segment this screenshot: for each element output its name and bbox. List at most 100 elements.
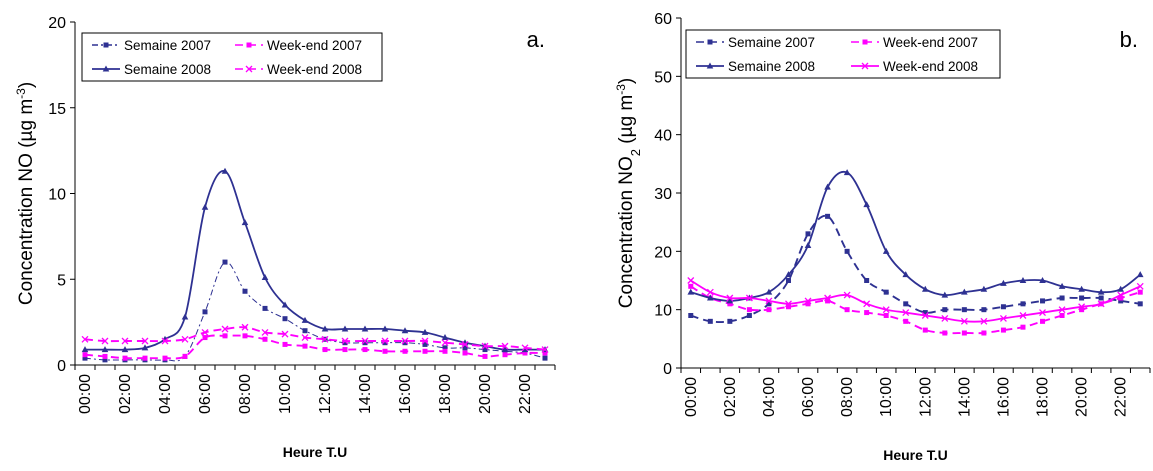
chart-a: 0 5 10 15 20 00:00 02:00 04:00 06:00 08:00 10:00 12… <box>14 15 556 460</box>
chart-b-series-week-end-2007-point-18 <box>1040 318 1046 324</box>
chart-a-series-week-end-2007 <box>82 333 548 361</box>
chart-b-legend-entry-semaine-2008-label: Semaine 2008 <box>728 59 815 74</box>
chart-a-series-week-end-2007-point-19 <box>462 350 468 356</box>
chart-b-series-semaine-2008-point-19 <box>1058 282 1066 289</box>
chart-b-series-week-end-2007-point-16 <box>1000 327 1006 333</box>
chart-b-series-week-end-2008-point-5 <box>785 300 792 308</box>
chart-a-series-week-end-2008-point-6 <box>201 328 209 336</box>
chart-a-series-week-end-2008-point-10 <box>281 330 289 338</box>
chart-a-y-tick-label: 20 <box>48 15 66 32</box>
chart-a-series-semaine-2007-point-15 <box>382 340 388 346</box>
chart-a-legend-entry-week-end-2007: Week-end 2007 <box>235 38 362 53</box>
chart-a-legend-entry-week-end-2007-point-0 <box>246 42 252 48</box>
chart-a-y-axis-title: Concentration NO (µg m-3) <box>14 82 37 305</box>
chart-a-legend-entry-semaine-2007-point-0 <box>103 42 109 48</box>
chart-b-series-semaine-2007-point-17 <box>1020 301 1026 307</box>
chart-b-series-semaine-2008-point-14 <box>961 288 968 295</box>
chart-b-series-week-end-2007-point-3 <box>746 307 752 313</box>
chart-b-series-semaine-2007-point-3 <box>746 313 752 318</box>
chart-a-x-tick-label: 18:00 <box>437 374 454 414</box>
chart-b-legend-entry-semaine-2007-label: Semaine 2007 <box>728 35 815 50</box>
chart-a-series-week-end-2007-point-15 <box>382 348 388 354</box>
chart-b-series-semaine-2007-point-12 <box>922 310 928 316</box>
chart-a-series-semaine-2007-point-19 <box>462 345 468 351</box>
chart-b-series-week-end-2008-point-21 <box>1097 300 1105 308</box>
chart-b-series-semaine-2007-point-2 <box>727 318 733 324</box>
chart-a-series-week-end-2007-point-10 <box>282 341 288 347</box>
chart-a-series-semaine-2008-point-12 <box>321 325 329 332</box>
chart-a-series-semaine-2008-point-2 <box>121 346 129 353</box>
chart-a-series-week-end-2008-point-17 <box>421 337 429 345</box>
chart-a-series-week-end-2008-point-20 <box>481 342 489 350</box>
chart-b-x-tick-label: 10:00 <box>878 377 895 417</box>
chart-b-series-semaine-2008 <box>687 169 1144 304</box>
chart-b-series-week-end-2008-point-17 <box>1019 312 1027 319</box>
chart-a-series-week-end-2008-point-8 <box>241 323 249 331</box>
chart-b-series-week-end-2008-point-7 <box>824 294 832 302</box>
chart-b-series-week-end-2008-point-14 <box>960 317 968 325</box>
chart-a-series-semaine-2007-point-14 <box>362 340 368 346</box>
chart-a-series-week-end-2007-point-0 <box>82 352 88 358</box>
chart-a-series-week-end-2007-point-23 <box>542 350 548 356</box>
chart-b-series-week-end-2008-point-10 <box>882 306 890 314</box>
chart-a-series-week-end-2007-point-12 <box>322 347 328 353</box>
chart-a-x-tick-label: 12:00 <box>317 374 334 414</box>
chart-a-series-semaine-2008 <box>81 167 549 353</box>
chart-b-legend-entry-week-end-2008-label: Week-end 2008 <box>883 59 978 74</box>
chart-b-series-semaine-2007-point-22 <box>1118 298 1124 304</box>
chart-a-series-semaine-2007-point-6 <box>202 309 208 315</box>
chart-b-legend-entry-week-end-2008-point-0 <box>861 62 869 70</box>
chart-b-series-week-end-2008-point-6 <box>804 297 812 305</box>
chart-b-series-semaine-2007-point-6 <box>805 231 811 237</box>
chart-a-series-week-end-2007-point-16 <box>402 348 408 354</box>
chart-a-x-tick-label: 20:00 <box>477 374 494 414</box>
chart-a-series-semaine-2008-point-6 <box>201 203 209 210</box>
chart-b-series-semaine-2007-point-20 <box>1079 295 1085 301</box>
chart-b-series-semaine-2008-point-18 <box>1039 277 1046 283</box>
chart-b-series-semaine-2007-point-9 <box>864 278 870 283</box>
chart-a-series-semaine-2007-point-18 <box>442 345 448 351</box>
chart-b-x-tick-label: 02:00 <box>722 377 739 417</box>
chart-b-series-semaine-2008-point-4 <box>765 288 773 295</box>
chart-b-y-tick-label: 20 <box>654 244 672 261</box>
chart-b-series-week-end-2008-point-12 <box>921 312 929 319</box>
chart-b-series-semaine-2008-point-2 <box>726 297 734 304</box>
chart-a-series-week-end-2008-point-0 <box>81 335 89 343</box>
chart-b-series-semaine-2008-point-11 <box>902 271 910 278</box>
chart-a-series-week-end-2008-point-7 <box>221 325 229 333</box>
chart-b-series-week-end-2007-point-6 <box>805 301 811 307</box>
chart-a-legend: Semaine 2007 Week-end 2007 Semaine 2008 Wee… <box>81 32 383 82</box>
chart-a-panel-label: a. <box>527 27 545 52</box>
chart-a-series-week-end-2008-point-18 <box>441 339 449 347</box>
chart-a-series-week-end-2007-point-3 <box>142 355 148 361</box>
chart-b-series-week-end-2008-point-9 <box>863 300 871 308</box>
chart-a-series-week-end-2008-point-22 <box>521 344 529 352</box>
chart-b-series-week-end-2007-point-10 <box>883 313 889 318</box>
chart-b-series-semaine-2007-point-1 <box>707 318 713 324</box>
chart-a-series-semaine-2007-point-9 <box>262 305 268 311</box>
chart-a-series-semaine-2007 <box>82 259 548 363</box>
chart-b-series-semaine-2008-point-16 <box>1000 279 1007 286</box>
chart-b-x-tick-label: 08:00 <box>839 377 856 417</box>
chart-a-series-week-end-2007-point-4 <box>162 355 168 361</box>
chart-a-series-semaine-2008-point-21 <box>501 346 509 353</box>
chart-b-series-week-end-2007-point-2 <box>727 301 733 307</box>
chart-b-x-tick-label: 16:00 <box>995 377 1012 417</box>
chart-a-series-week-end-2008-point-21 <box>501 342 509 350</box>
chart-b-series-week-end-2007-point-8 <box>844 307 850 313</box>
chart-b-series-semaine-2007-point-18 <box>1040 298 1046 304</box>
chart-b-series-week-end-2007-point-13 <box>942 330 948 336</box>
chart-b-series-week-end-2008-point-23 <box>1136 282 1144 290</box>
chart-b-series-semaine-2008-point-8 <box>843 169 851 176</box>
chart-a-series-week-end-2007-point-22 <box>522 350 528 356</box>
chart-a-legend-entry-week-end-2008-point-0 <box>245 65 253 73</box>
chart-b-series-week-end-2007-point-12 <box>922 327 928 333</box>
chart-b-series-week-end-2008-line <box>690 279 1141 323</box>
chart-b-series-semaine-2007-point-14 <box>961 307 967 313</box>
chart-b-x-tick-label: 18:00 <box>1035 377 1052 417</box>
chart-a-legend-entry-week-end-2007-label: Week-end 2007 <box>267 38 362 53</box>
chart-a-series-semaine-2008-point-1 <box>101 346 109 353</box>
chart-a-series-semaine-2008-point-11 <box>301 316 309 323</box>
chart-b-series-semaine-2008-point-7 <box>824 183 831 190</box>
